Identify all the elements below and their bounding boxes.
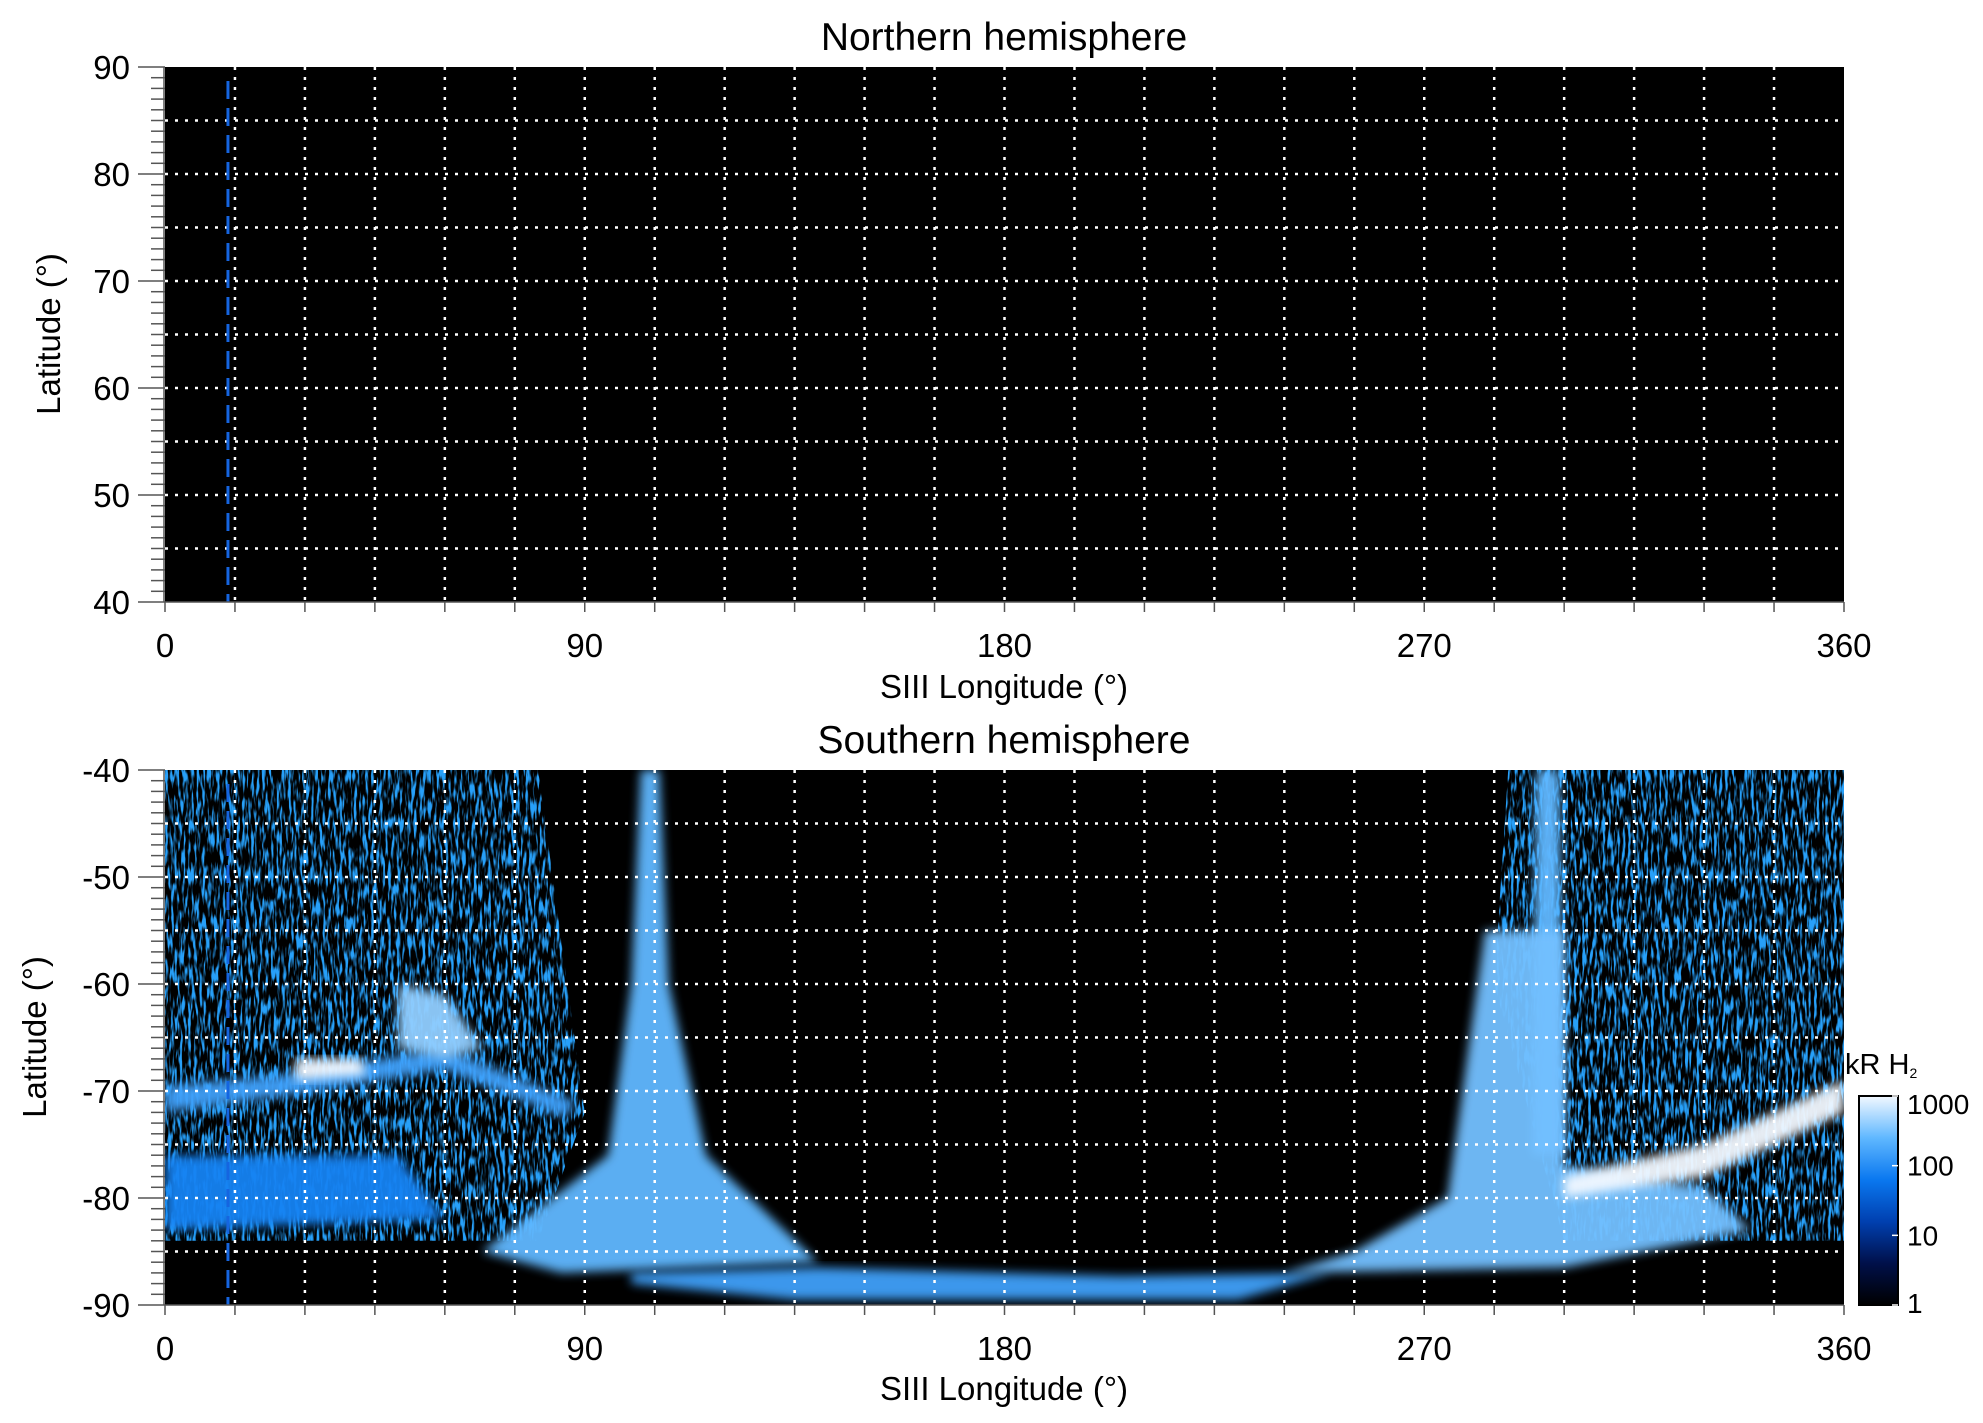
- north-ylabel: Latitude (°): [30, 253, 67, 415]
- colorbar-tick-label: 1: [1907, 1288, 1923, 1319]
- south-panel: Southern hemisphere -40 -50 -60 -70 -80 -90 0 9…: [16, 719, 1872, 1407]
- colorbar-label: kR H2: [1845, 1049, 1917, 1081]
- emission-blob-60: [398, 984, 483, 1059]
- y-tick-label: -90: [82, 1287, 130, 1324]
- emission-bright-spot: [295, 1058, 366, 1081]
- x-tick-label: 180: [977, 1330, 1032, 1367]
- north-xlabel: SIII Longitude (°): [880, 668, 1128, 705]
- y-tick-label: -70: [82, 1073, 130, 1110]
- emission-polar-spokes: [631, 1267, 1331, 1300]
- colorbar: kR H2 1000 100 10 1: [1845, 1049, 1969, 1319]
- y-tick-label: -80: [82, 1180, 130, 1217]
- y-tick-label: 50: [93, 477, 130, 514]
- north-panel: Northern hemisphere 90 80 70 60 50 40 0 90 180 27…: [30, 16, 1872, 705]
- y-tick-label: 80: [93, 156, 130, 193]
- emission-fan-right: [1284, 930, 1751, 1273]
- colorbar-tick-label: 100: [1907, 1151, 1954, 1182]
- y-tick-label: 60: [93, 370, 130, 407]
- x-tick-label: 90: [566, 627, 603, 664]
- north-plot-area: [165, 67, 1844, 602]
- x-tick-label: 180: [977, 627, 1032, 664]
- colorbar-tick-label: 1000: [1907, 1089, 1969, 1120]
- y-tick-label: -60: [82, 966, 130, 1003]
- y-tick-label: 40: [93, 584, 130, 621]
- south-title: Southern hemisphere: [818, 719, 1191, 762]
- emission-main-oval-right: [1564, 1080, 1844, 1198]
- x-tick-label: 270: [1397, 627, 1452, 664]
- north-title: Northern hemisphere: [821, 16, 1187, 59]
- x-tick-label: 0: [156, 627, 174, 664]
- y-tick-label: -40: [82, 752, 130, 789]
- x-tick-label: 360: [1816, 627, 1871, 664]
- south-ylabel: Latitude (°): [16, 956, 53, 1118]
- emission-main-oval-left: [165, 1048, 576, 1118]
- south-xlabel: SIII Longitude (°): [880, 1370, 1128, 1407]
- y-tick-label: -50: [82, 859, 130, 896]
- colorbar-tick-label: 10: [1907, 1220, 1938, 1251]
- x-tick-label: 90: [566, 1330, 603, 1367]
- x-tick-label: 360: [1816, 1330, 1871, 1367]
- colorbar-gradient: [1858, 1095, 1899, 1306]
- x-tick-label: 0: [156, 1330, 174, 1367]
- y-tick-label: 70: [93, 263, 130, 300]
- x-tick-label: 270: [1397, 1330, 1452, 1367]
- emission-tongue-100: [482, 770, 818, 1273]
- y-tick-label: 90: [93, 49, 130, 86]
